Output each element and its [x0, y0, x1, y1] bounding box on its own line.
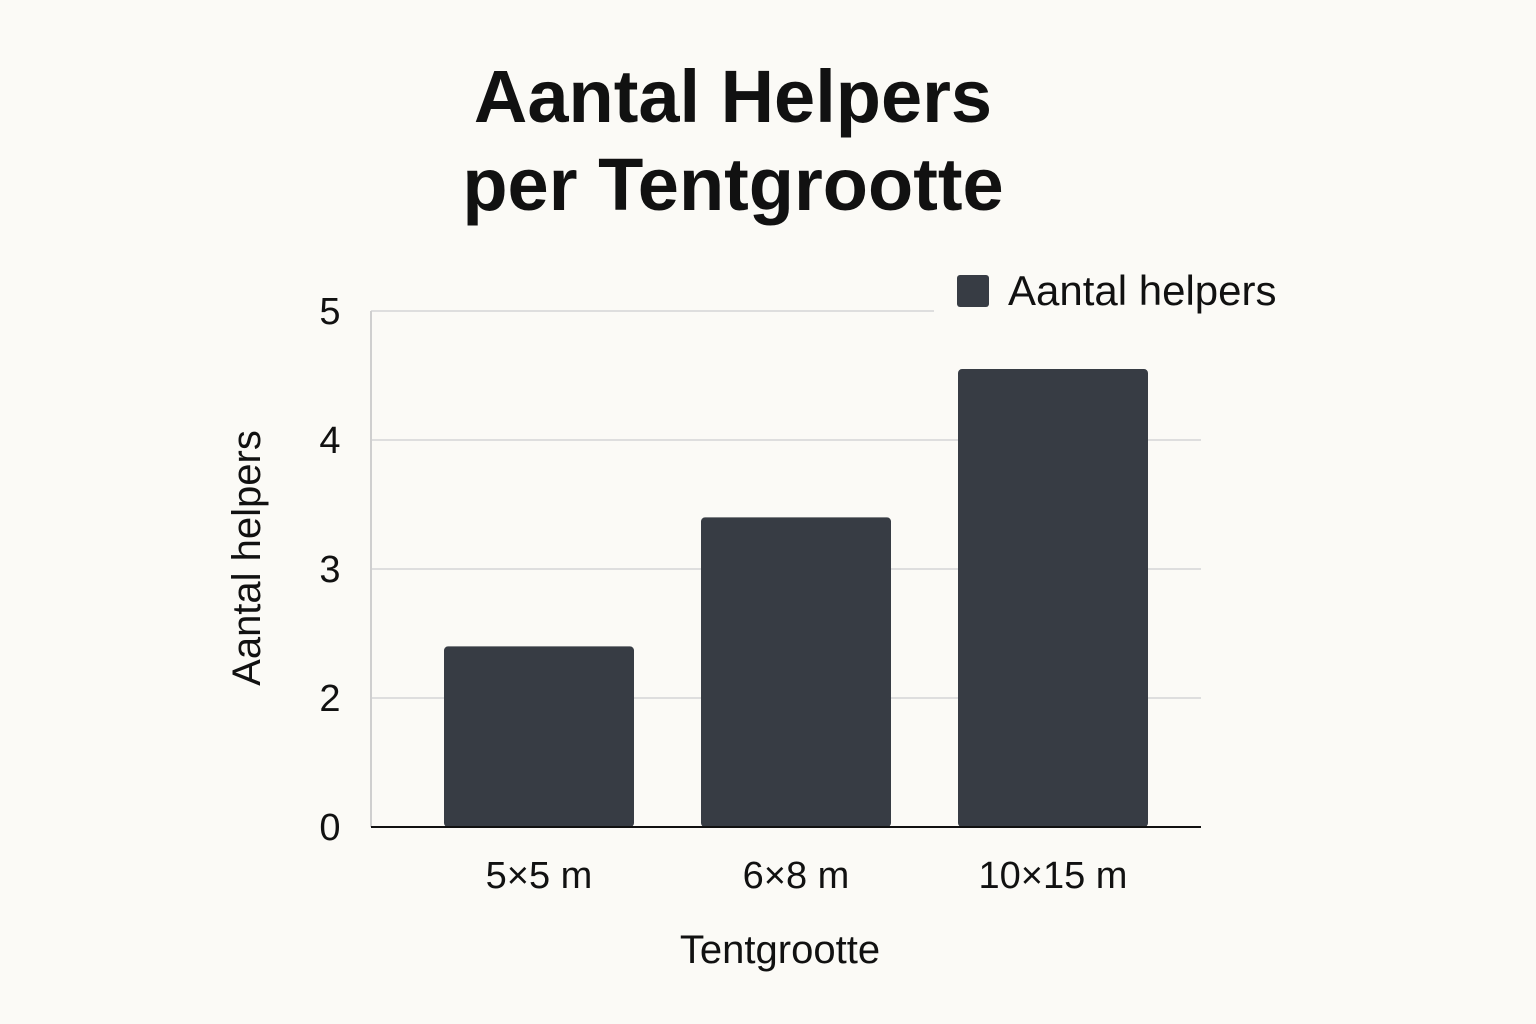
bar: [444, 646, 634, 827]
legend: Aantal helpers: [957, 267, 1277, 314]
x-category-label: 6×8 m: [743, 855, 850, 897]
x-axis-title: Tentgrootte: [680, 928, 880, 972]
y-tick-label: 3: [319, 549, 340, 591]
y-axis-ticks: 0 2 3 4 5: [319, 291, 340, 849]
bar: [958, 369, 1148, 827]
bars: [444, 369, 1148, 827]
legend-label: Aantal helpers: [1008, 267, 1277, 314]
legend-swatch: [957, 275, 989, 307]
y-tick-label: 0: [319, 807, 340, 849]
y-axis-title: Aantal helpers: [225, 430, 269, 686]
y-tick-label: 2: [319, 678, 340, 720]
chart-title-line-1: Aantal Helpers: [474, 55, 992, 138]
x-axis-categories: 5×5 m 6×8 m 10×15 m: [486, 855, 1128, 897]
bar: [701, 517, 891, 827]
y-tick-label: 4: [319, 420, 340, 462]
chart-title-line-2: per Tentgrootte: [462, 143, 1003, 226]
x-category-label: 10×15 m: [979, 855, 1128, 897]
y-tick-label: 5: [319, 291, 340, 333]
x-category-label: 5×5 m: [486, 855, 593, 897]
